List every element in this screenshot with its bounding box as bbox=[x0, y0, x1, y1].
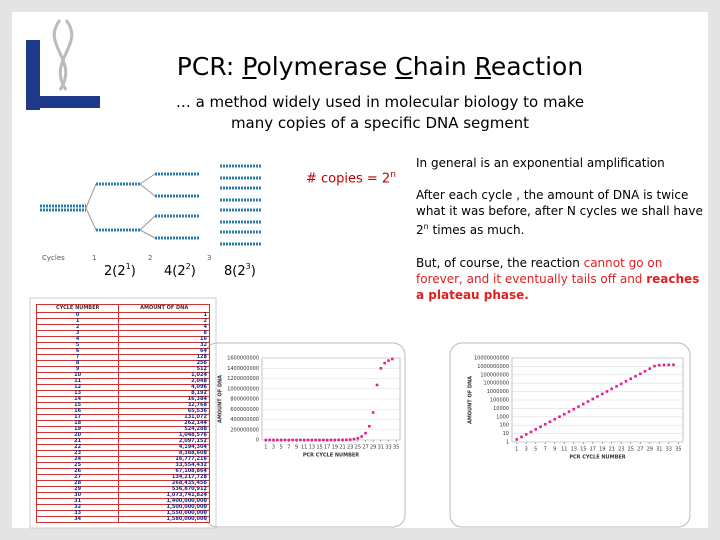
table-frame bbox=[29, 297, 217, 529]
cycle-number: 3 bbox=[207, 254, 211, 262]
copy-count: 8(23) bbox=[224, 262, 256, 279]
chart-frame bbox=[449, 342, 691, 528]
title: PCR: Polymerase Chain Reaction bbox=[176, 52, 584, 81]
logo bbox=[26, 19, 100, 110]
note: After each cycle , the amount of DNA is … bbox=[416, 188, 703, 237]
table-header: CYCLE NUMBER AMOUNT OF DNA bbox=[35, 304, 210, 313]
cycle-number: 2 bbox=[148, 254, 152, 262]
header-cell: AMOUNT OF DNA bbox=[118, 304, 210, 313]
table-cell: 34 bbox=[35, 516, 120, 523]
copy-count: 4(22) bbox=[164, 262, 196, 279]
note: In general is an exponential amplificati… bbox=[416, 156, 665, 170]
subtitle: … a method widely used in molecular biol… bbox=[175, 93, 585, 132]
copy-count: 2(21) bbox=[104, 262, 136, 279]
cycle-number: 1 bbox=[92, 254, 96, 262]
data-table: CYCLE NUMBER AMOUNT OF DNA 0 1 1 2 2 4 3 8 4 16 5 32 6… bbox=[35, 304, 210, 523]
chart-frame bbox=[204, 342, 406, 528]
table-cell: 1,580,000,000 bbox=[118, 516, 210, 523]
cycles-label: Cycles bbox=[42, 254, 65, 262]
note: But, of course, the reaction cannot go o… bbox=[416, 256, 700, 302]
dna-diagram bbox=[40, 164, 262, 246]
table-row: 34 1,580,000,000 bbox=[35, 516, 210, 523]
formula: # copies = 2n bbox=[306, 170, 396, 187]
